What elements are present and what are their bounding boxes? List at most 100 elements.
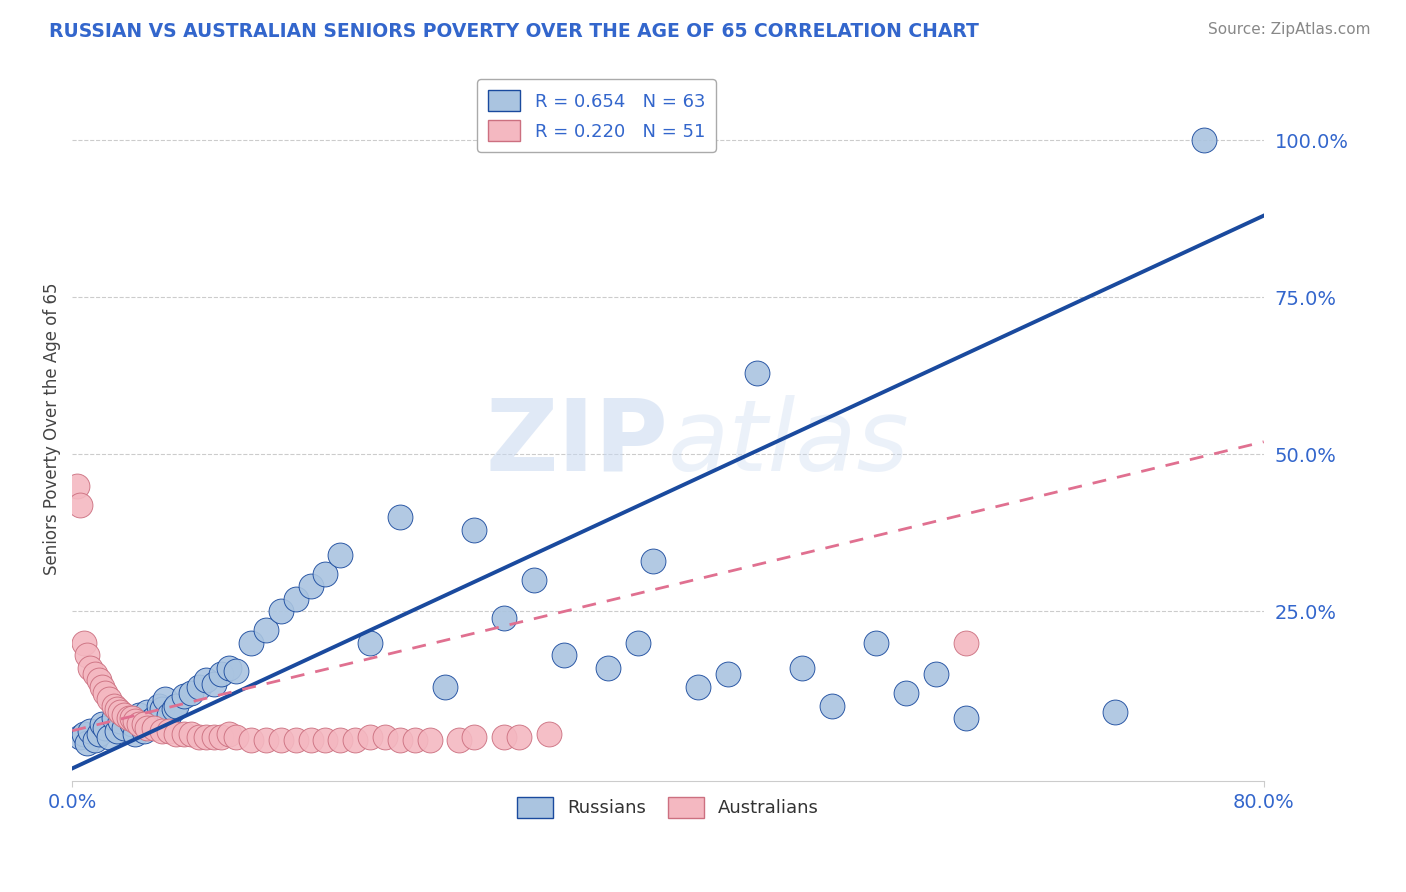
- Point: [433, 680, 456, 694]
- Point: [270, 604, 292, 618]
- Point: [284, 733, 307, 747]
- Point: [118, 711, 141, 725]
- Point: [150, 723, 173, 738]
- Point: [202, 676, 225, 690]
- Point: [143, 721, 166, 735]
- Point: [494, 730, 516, 744]
- Point: [254, 624, 277, 638]
- Point: [299, 579, 322, 593]
- Point: [121, 711, 143, 725]
- Point: [91, 680, 114, 694]
- Point: [195, 673, 218, 688]
- Point: [69, 498, 91, 512]
- Point: [143, 711, 166, 725]
- Point: [69, 730, 91, 744]
- Point: [239, 636, 262, 650]
- Point: [138, 714, 160, 729]
- Point: [314, 733, 336, 747]
- Point: [329, 733, 352, 747]
- Point: [359, 636, 381, 650]
- Point: [73, 727, 96, 741]
- Point: [162, 702, 184, 716]
- Point: [254, 733, 277, 747]
- Point: [91, 717, 114, 731]
- Point: [187, 730, 209, 744]
- Text: ZIP: ZIP: [485, 395, 668, 491]
- Point: [98, 730, 121, 744]
- Point: [73, 636, 96, 650]
- Point: [821, 698, 844, 713]
- Point: [716, 667, 738, 681]
- Point: [103, 711, 125, 725]
- Point: [180, 686, 202, 700]
- Point: [225, 730, 247, 744]
- Point: [103, 698, 125, 713]
- Point: [108, 705, 131, 719]
- Point: [747, 366, 769, 380]
- Point: [202, 730, 225, 744]
- Point: [449, 733, 471, 747]
- Point: [239, 733, 262, 747]
- Point: [105, 723, 128, 738]
- Point: [187, 680, 209, 694]
- Point: [132, 717, 155, 731]
- Point: [299, 733, 322, 747]
- Point: [76, 736, 98, 750]
- Point: [195, 730, 218, 744]
- Point: [112, 708, 135, 723]
- Point: [508, 730, 530, 744]
- Point: [128, 708, 150, 723]
- Point: [359, 730, 381, 744]
- Point: [344, 733, 367, 747]
- Point: [83, 667, 105, 681]
- Point: [180, 727, 202, 741]
- Point: [388, 733, 411, 747]
- Point: [98, 692, 121, 706]
- Point: [553, 648, 575, 663]
- Point: [686, 680, 709, 694]
- Point: [419, 733, 441, 747]
- Point: [173, 727, 195, 741]
- Point: [105, 702, 128, 716]
- Point: [166, 727, 188, 741]
- Point: [124, 727, 146, 741]
- Point: [209, 730, 232, 744]
- Point: [523, 573, 546, 587]
- Point: [463, 523, 485, 537]
- Point: [135, 705, 157, 719]
- Point: [132, 723, 155, 738]
- Point: [121, 717, 143, 731]
- Point: [87, 673, 110, 688]
- Point: [955, 636, 977, 650]
- Point: [404, 733, 426, 747]
- Point: [627, 636, 650, 650]
- Point: [955, 711, 977, 725]
- Point: [209, 667, 232, 681]
- Point: [157, 723, 180, 738]
- Point: [118, 711, 141, 725]
- Text: Source: ZipAtlas.com: Source: ZipAtlas.com: [1208, 22, 1371, 37]
- Point: [218, 661, 240, 675]
- Point: [329, 548, 352, 562]
- Point: [87, 727, 110, 741]
- Point: [790, 661, 813, 675]
- Point: [284, 591, 307, 606]
- Point: [173, 689, 195, 703]
- Point: [79, 661, 101, 675]
- Point: [865, 636, 887, 650]
- Y-axis label: Seniors Poverty Over the Age of 65: Seniors Poverty Over the Age of 65: [44, 283, 60, 575]
- Point: [374, 730, 396, 744]
- Point: [108, 714, 131, 729]
- Point: [388, 510, 411, 524]
- Point: [76, 648, 98, 663]
- Point: [1192, 133, 1215, 147]
- Legend: Russians, Australians: Russians, Australians: [509, 789, 827, 825]
- Point: [135, 721, 157, 735]
- Point: [925, 667, 948, 681]
- Point: [83, 733, 105, 747]
- Point: [896, 686, 918, 700]
- Point: [150, 702, 173, 716]
- Point: [153, 692, 176, 706]
- Point: [463, 730, 485, 744]
- Point: [218, 727, 240, 741]
